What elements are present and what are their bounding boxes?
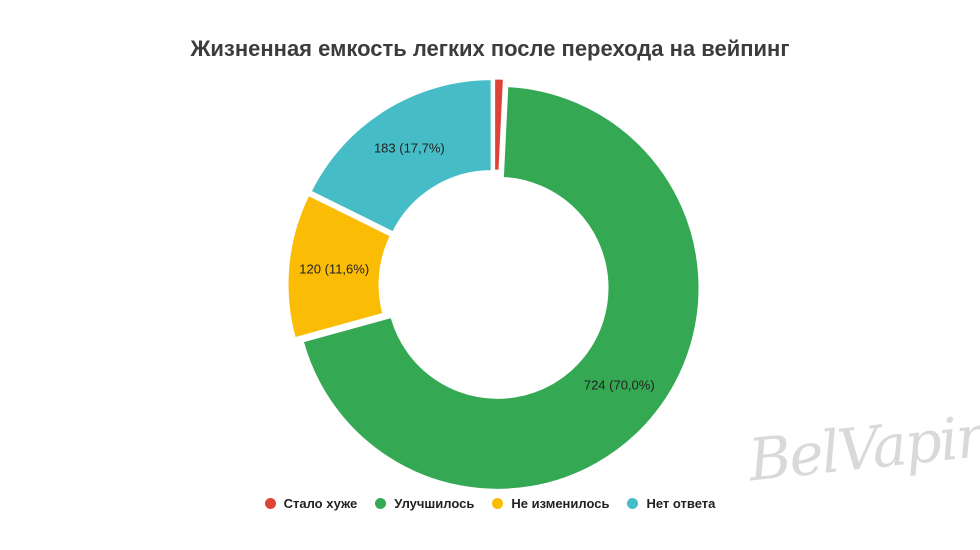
legend-item-2: Не изменилось xyxy=(492,496,609,511)
legend-swatch-1 xyxy=(375,498,387,509)
slice-1 xyxy=(301,85,701,491)
chart-title: Жизненная емкость легких после перехода … xyxy=(190,36,790,61)
slice-label-3: 183 (17,7%) xyxy=(374,141,445,156)
slice-2 xyxy=(286,193,393,340)
legend-swatch-2 xyxy=(492,498,504,509)
slice-label-2: 120 (11,6%) xyxy=(299,262,369,277)
slice-label-1: 724 (70,0%) xyxy=(584,377,655,392)
slice-3 xyxy=(309,78,493,234)
slice-0 xyxy=(493,77,505,172)
legend-item-0: Стало хуже xyxy=(264,496,358,511)
legend-label-2: Не изменилось xyxy=(511,496,610,511)
chart-legend: Стало хуже Улучшилось Не изменилось Нет отв… xyxy=(0,496,980,511)
legend-item-3: Нет ответа xyxy=(627,496,715,511)
legend-label-0: Стало хуже xyxy=(283,496,358,511)
legend-swatch-0 xyxy=(264,498,276,509)
legend-swatch-3 xyxy=(627,498,639,509)
legend-item-1: Улучшилось xyxy=(375,496,474,511)
legend-label-1: Улучшилось xyxy=(394,496,475,511)
legend-label-3: Нет ответа xyxy=(646,496,716,511)
